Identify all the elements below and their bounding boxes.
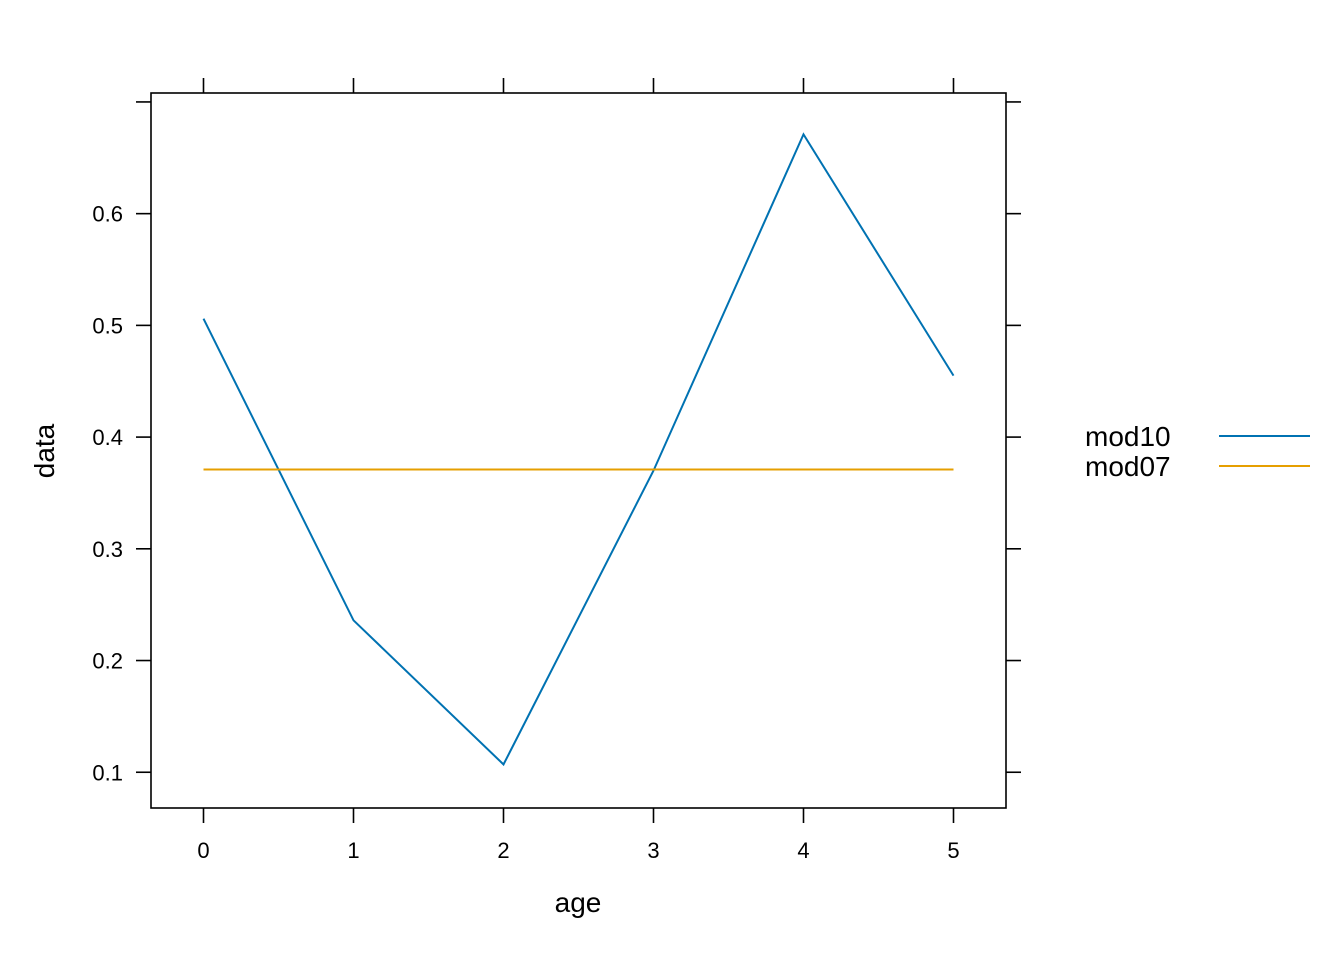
y-tick-label: 0.1 bbox=[92, 760, 123, 785]
y-axis-title: data bbox=[29, 423, 60, 478]
y-tick-label: 0.5 bbox=[92, 313, 123, 338]
tick-marks bbox=[136, 78, 1021, 823]
series-line-mod10 bbox=[202, 132, 955, 767]
x-tick-label: 3 bbox=[647, 838, 659, 863]
x-axis-title: age bbox=[555, 887, 602, 918]
y-tick-label: 0.6 bbox=[92, 202, 123, 227]
x-tick-label: 2 bbox=[497, 838, 509, 863]
legend-label-mod10: mod10 bbox=[1085, 421, 1171, 452]
legend-label-mod07: mod07 bbox=[1085, 451, 1171, 482]
x-tick-label: 0 bbox=[197, 838, 209, 863]
x-tick-label: 4 bbox=[797, 838, 809, 863]
tick-labels: 0 1 2 3 4 5 0.1 0.2 0.3 0.4 0.5 0.6 bbox=[92, 202, 959, 863]
data-series bbox=[202, 132, 955, 767]
y-tick-label: 0.4 bbox=[92, 425, 123, 450]
y-tick-label: 0.3 bbox=[92, 537, 123, 562]
plot-frame bbox=[150, 92, 1007, 809]
x-tick-label: 5 bbox=[947, 838, 959, 863]
x-tick-label: 1 bbox=[347, 838, 359, 863]
y-tick-label: 0.2 bbox=[92, 649, 123, 674]
